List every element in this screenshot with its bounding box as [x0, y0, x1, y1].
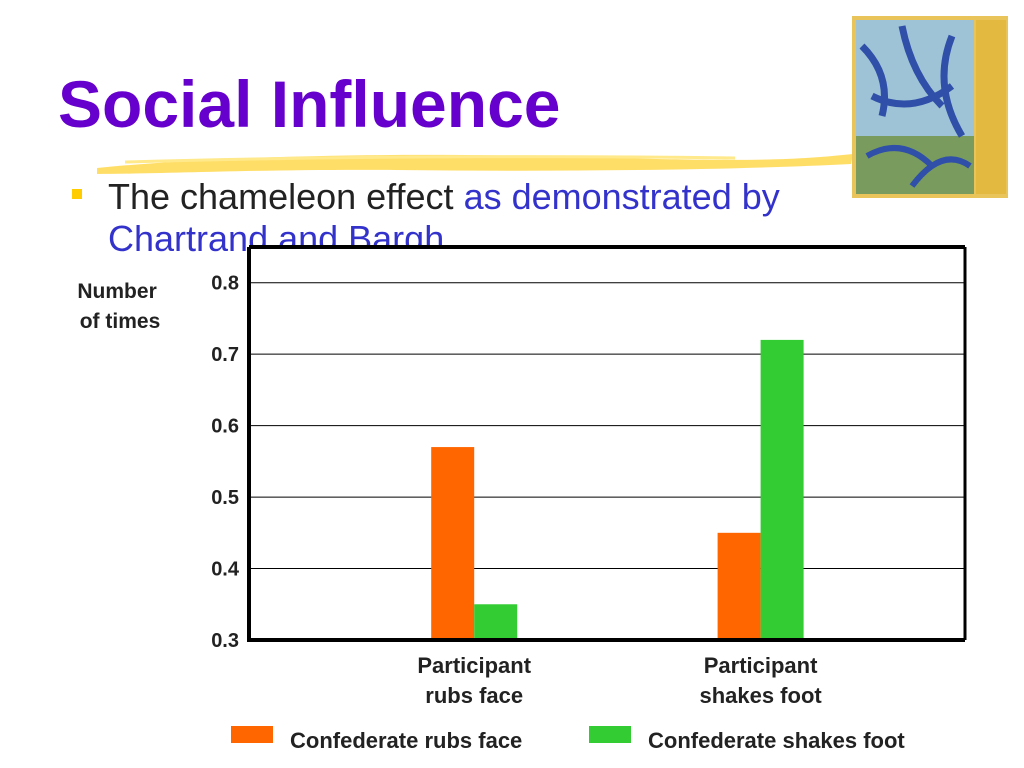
- legend: Confederate rubs face Confederate shakes …: [231, 726, 905, 753]
- title-highlight-stroke: [97, 154, 853, 174]
- bar-confederate-shakes-foot: [474, 604, 518, 640]
- y-tick-label: 0.5: [211, 487, 239, 509]
- y-tick-label: 0.4: [211, 559, 240, 581]
- category-labels: Participant rubs face Participant shakes fo…: [417, 653, 822, 708]
- legend-label: Confederate rubs face: [290, 728, 522, 753]
- y-axis-label-line-1: Number: [77, 280, 156, 303]
- plot-area: [249, 247, 965, 638]
- y-tick-label: 0.6: [211, 416, 239, 438]
- y-tick-label: 0.3: [211, 630, 239, 652]
- legend-swatch: [231, 726, 273, 743]
- book-cover-image: [852, 16, 1008, 198]
- category-label: Participant: [417, 653, 531, 678]
- bar-confederate-rubs-face: [717, 532, 761, 640]
- category-label: Participant: [704, 653, 818, 678]
- y-tick-labels: 0.3 0.4 0.5 0.6 0.7 0.8: [211, 273, 240, 652]
- square-bullet-icon: [72, 189, 82, 199]
- y-tick-label: 0.8: [211, 273, 239, 295]
- gridlines: [249, 282, 965, 570]
- bars: [431, 339, 804, 640]
- legend-label: Confederate shakes foot: [648, 728, 905, 753]
- bar-confederate-rubs-face: [431, 447, 475, 640]
- legend-swatch: [589, 726, 631, 743]
- bar-confederate-shakes-foot: [760, 339, 804, 640]
- category-label: rubs face: [425, 683, 523, 708]
- bullet-main-text: The chameleon effect: [108, 176, 464, 217]
- y-tick-label: 0.7: [211, 344, 239, 366]
- slide-title: Social Influence: [58, 67, 561, 141]
- category-label: shakes foot: [699, 683, 822, 708]
- y-axis-label-line-2: of times: [80, 310, 161, 333]
- y-axis-label: Number of times: [77, 280, 162, 333]
